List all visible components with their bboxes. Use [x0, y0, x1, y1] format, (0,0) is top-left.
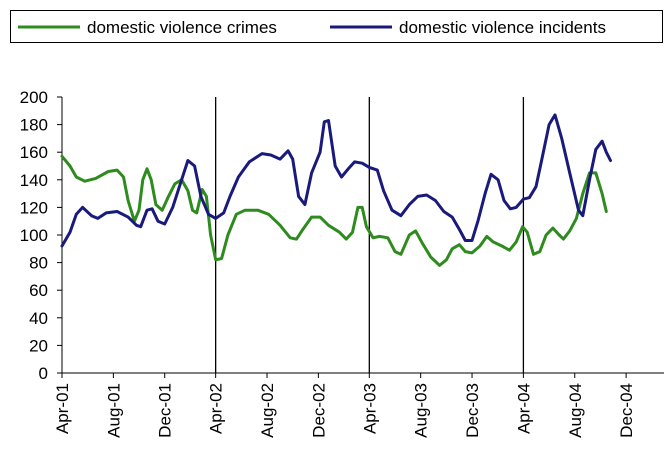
- x-tick-label: Apr-03: [360, 383, 379, 434]
- y-tick-label: 100: [20, 226, 48, 245]
- x-tick-label: Dec-03: [463, 383, 482, 438]
- x-tick-label: Aug-01: [104, 383, 123, 438]
- x-tick-label: Dec-04: [617, 383, 636, 438]
- x-tick-label: Dec-02: [309, 383, 328, 438]
- x-tick-label: Aug-02: [258, 383, 277, 438]
- y-tick-label: 120: [20, 198, 48, 217]
- legend: domestic violence crimes domestic violenc…: [10, 10, 663, 43]
- x-tick-label: Aug-03: [412, 383, 431, 438]
- y-tick-label: 80: [29, 254, 48, 273]
- series-line-2: [60, 113, 612, 248]
- y-tick-label: 160: [20, 143, 48, 162]
- y-tick-label: 200: [20, 88, 48, 107]
- legend-label-1: domestic violence crimes: [87, 18, 277, 37]
- y-tick-label: 40: [29, 309, 48, 328]
- y-tick-label: 180: [20, 116, 48, 135]
- legend-label-2: domestic violence incidents: [399, 18, 606, 37]
- y-tick-label: 20: [29, 336, 48, 355]
- y-tick-label: 0: [39, 364, 48, 383]
- x-tick-label: Aug-04: [566, 383, 585, 438]
- plot-area: 0 20 40 60 80 100 120 140 160 180 200 Apr-01 Aug-01 D…: [20, 88, 664, 438]
- x-tick-label: Apr-04: [514, 383, 533, 434]
- x-tick-label: Dec-01: [156, 383, 175, 438]
- x-tick-label: Apr-02: [207, 383, 226, 434]
- x-tick-label: Apr-01: [53, 383, 72, 434]
- y-tick-label: 140: [20, 171, 48, 190]
- series-line-1: [60, 154, 608, 267]
- y-tick-label: 60: [29, 281, 48, 300]
